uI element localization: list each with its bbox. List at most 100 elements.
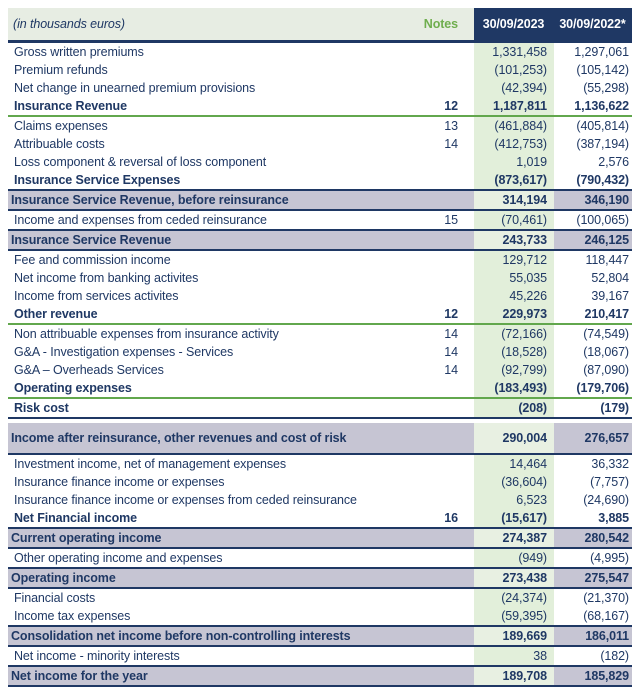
row-note: 14 xyxy=(444,363,458,377)
table-row: Insurance Revenue 12 1,187,811 1,136,622 xyxy=(8,97,632,117)
row-label: Other revenue xyxy=(14,307,98,321)
row-note xyxy=(404,287,474,305)
row-value-2023: (412,753) xyxy=(474,135,554,153)
row-label: Other operating income and expenses xyxy=(14,551,223,565)
row-value-2022: 280,542 xyxy=(584,531,630,545)
row-label: Consolidation net income before non-cont… xyxy=(11,629,351,643)
table-body: Gross written premiums 1,331,458 1,297,0… xyxy=(8,43,632,687)
row-label: Premium refunds xyxy=(14,63,108,77)
row-note xyxy=(404,399,474,417)
row-label: Income from services activites xyxy=(14,289,179,303)
row-note xyxy=(404,569,474,587)
row-value-2022: (87,090) xyxy=(583,363,629,377)
row-value-2023: 6,523 xyxy=(474,491,554,509)
table-row: Insurance Service Revenue, before reinsu… xyxy=(8,189,632,211)
row-value-2022: 185,829 xyxy=(584,669,630,683)
row-note: 14 xyxy=(444,345,458,359)
row-label: Insurance Service Revenue xyxy=(11,233,172,247)
row-label: Income after reinsurance, other revenues… xyxy=(11,431,347,445)
row-value-2023: (18,528) xyxy=(474,343,554,361)
row-label: Income and expenses from ceded reinsuran… xyxy=(14,213,267,227)
row-label: Net change in unearned premium provision… xyxy=(14,81,256,95)
row-label: Gross written premiums xyxy=(14,45,144,59)
table-row: Operating expenses (183,493) (179,706) xyxy=(8,379,632,399)
row-label: Insurance finance income or expenses fro… xyxy=(14,493,357,507)
row-label: Operating expenses xyxy=(14,381,132,395)
row-value-2022: 36,332 xyxy=(591,457,629,471)
row-label: Insurance finance income or expenses xyxy=(14,475,225,489)
row-note xyxy=(404,667,474,685)
row-value-2023: (101,253) xyxy=(474,61,554,79)
row-value-2023: (461,884) xyxy=(474,117,554,135)
table-row: Risk cost (208) (179) xyxy=(8,399,632,419)
row-value-2023: (92,799) xyxy=(474,361,554,379)
row-value-2022: (24,690) xyxy=(583,493,629,507)
row-label: Attribuable costs xyxy=(14,137,105,151)
table-row: G&A – Overheads Services 14 (92,799) (87… xyxy=(8,361,632,379)
row-value-2023: (70,461) xyxy=(474,211,554,229)
table-row: Insurance finance income or expenses (36… xyxy=(8,473,632,491)
row-label: Non attribuable expenses from insurance … xyxy=(14,327,279,341)
notes-column-header: Notes xyxy=(423,17,458,31)
row-value-2022: (179) xyxy=(600,401,629,415)
income-statement-table: (in thousands euros) Notes 30/09/2023 30… xyxy=(8,8,632,687)
table-row: Gross written premiums 1,331,458 1,297,0… xyxy=(8,43,632,61)
date-columns-header: 30/09/2023 30/09/2022* xyxy=(474,8,632,40)
row-value-2023: (15,617) xyxy=(474,509,554,527)
row-note xyxy=(404,251,474,269)
table-row: Net Financial income 16 (15,617) 3,885 xyxy=(8,509,632,527)
row-note xyxy=(404,269,474,287)
row-value-2023: 1,331,458 xyxy=(474,43,554,61)
row-label: Net income for the year xyxy=(11,669,148,683)
row-value-2022: (387,194) xyxy=(576,137,629,151)
row-note: 15 xyxy=(444,213,458,227)
row-value-2022: (105,142) xyxy=(576,63,629,77)
row-note: 13 xyxy=(444,119,458,133)
row-value-2023: (183,493) xyxy=(474,379,554,397)
row-value-2022: 246,125 xyxy=(584,233,630,247)
row-label: Insurance Revenue xyxy=(14,99,127,113)
row-note: 14 xyxy=(444,137,458,151)
row-value-2023: (208) xyxy=(474,399,554,417)
row-label: G&A – Overheads Services xyxy=(14,363,164,377)
row-note xyxy=(404,61,474,79)
row-note: 16 xyxy=(444,511,458,525)
row-value-2022: (405,814) xyxy=(576,119,629,133)
table-row: Financial costs (24,374) (21,370) xyxy=(8,589,632,607)
row-note xyxy=(404,79,474,97)
table-row: Income and expenses from ceded reinsuran… xyxy=(8,211,632,229)
row-value-2022: 2,576 xyxy=(598,155,629,169)
row-value-2022: 346,190 xyxy=(584,193,630,207)
row-label: Financial costs xyxy=(14,591,96,605)
row-value-2023: (42,394) xyxy=(474,79,554,97)
row-label: Fee and commission income xyxy=(14,253,171,267)
table-row: Fee and commission income 129,712 118,44… xyxy=(8,251,632,269)
row-label: Insurance Service Expenses xyxy=(14,173,181,187)
row-label: Insurance Service Revenue, before reinsu… xyxy=(11,193,289,207)
table-row: Loss component & reversal of loss compon… xyxy=(8,153,632,171)
row-value-2023: (24,374) xyxy=(474,589,554,607)
table-row: Insurance finance income or expenses fro… xyxy=(8,491,632,509)
row-value-2023: (59,395) xyxy=(474,607,554,625)
row-note: 12 xyxy=(444,307,458,321)
table-row: Insurance Service Expenses (873,617) (79… xyxy=(8,171,632,189)
row-value-2022: (182) xyxy=(600,649,629,663)
row-note xyxy=(404,549,474,567)
row-label: Operating income xyxy=(11,571,116,585)
row-label: Net income from banking activites xyxy=(14,271,199,285)
row-value-2023: 38 xyxy=(474,647,554,665)
row-value-2022: (7,757) xyxy=(590,475,629,489)
row-note: 14 xyxy=(444,327,458,341)
table-row: Investment income, net of management exp… xyxy=(8,455,632,473)
row-value-2022: 1,136,622 xyxy=(574,99,629,113)
table-row: Income from services activites 45,226 39… xyxy=(8,287,632,305)
table-row: Income after reinsurance, other revenues… xyxy=(8,423,632,455)
column-header-2023: 30/09/2023 xyxy=(482,17,545,31)
row-value-2023: 45,226 xyxy=(474,287,554,305)
row-value-2023: (949) xyxy=(474,549,554,567)
table-row: Non attribuable expenses from insurance … xyxy=(8,325,632,343)
row-value-2023: 189,669 xyxy=(474,627,554,645)
table-row: Net income - minority interests 38 (182) xyxy=(8,647,632,665)
table-row: Income tax expenses (59,395) (68,167) xyxy=(8,607,632,625)
